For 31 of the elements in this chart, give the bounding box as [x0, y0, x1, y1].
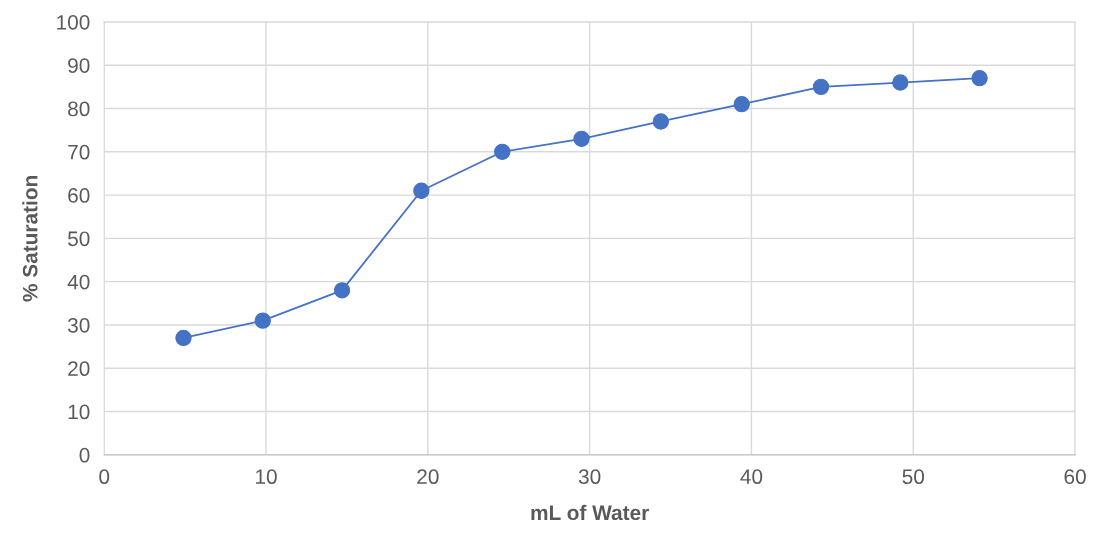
x-tick-label: 30	[578, 469, 601, 485]
point	[573, 130, 590, 147]
y-axis-title: % Saturation	[22, 176, 38, 302]
y-tick-label: 90	[68, 58, 90, 73]
point	[333, 282, 351, 299]
y-tick-label: 0	[79, 447, 90, 463]
y-tick-label: 60	[68, 188, 90, 203]
y-tick-label: 50	[67, 231, 90, 247]
x-tick-label: 0	[99, 469, 110, 485]
point	[413, 182, 430, 199]
point	[733, 96, 750, 113]
point	[652, 113, 669, 130]
point	[892, 74, 909, 91]
y-tick-label: 40	[67, 274, 90, 290]
x-tick-label: 40	[740, 469, 763, 485]
y-tick-label: 100	[57, 14, 90, 30]
point	[971, 70, 988, 87]
point	[812, 78, 830, 96]
y-tick-label: 20	[68, 361, 90, 377]
point	[494, 143, 511, 160]
x-axis-title: mL of Water	[531, 504, 649, 521]
y-tick-label: 30	[67, 317, 90, 333]
x-tick-label: 50	[902, 469, 925, 485]
y-tick-label: 10	[68, 404, 90, 420]
x-tick-label: 20	[417, 469, 439, 485]
point	[254, 312, 271, 329]
point	[175, 329, 192, 347]
x-tick-label: 60	[1064, 469, 1086, 485]
y-tick-label: 70	[68, 144, 90, 160]
x-tick-label: 10	[256, 469, 277, 485]
y-tick-label: 80	[68, 101, 90, 117]
